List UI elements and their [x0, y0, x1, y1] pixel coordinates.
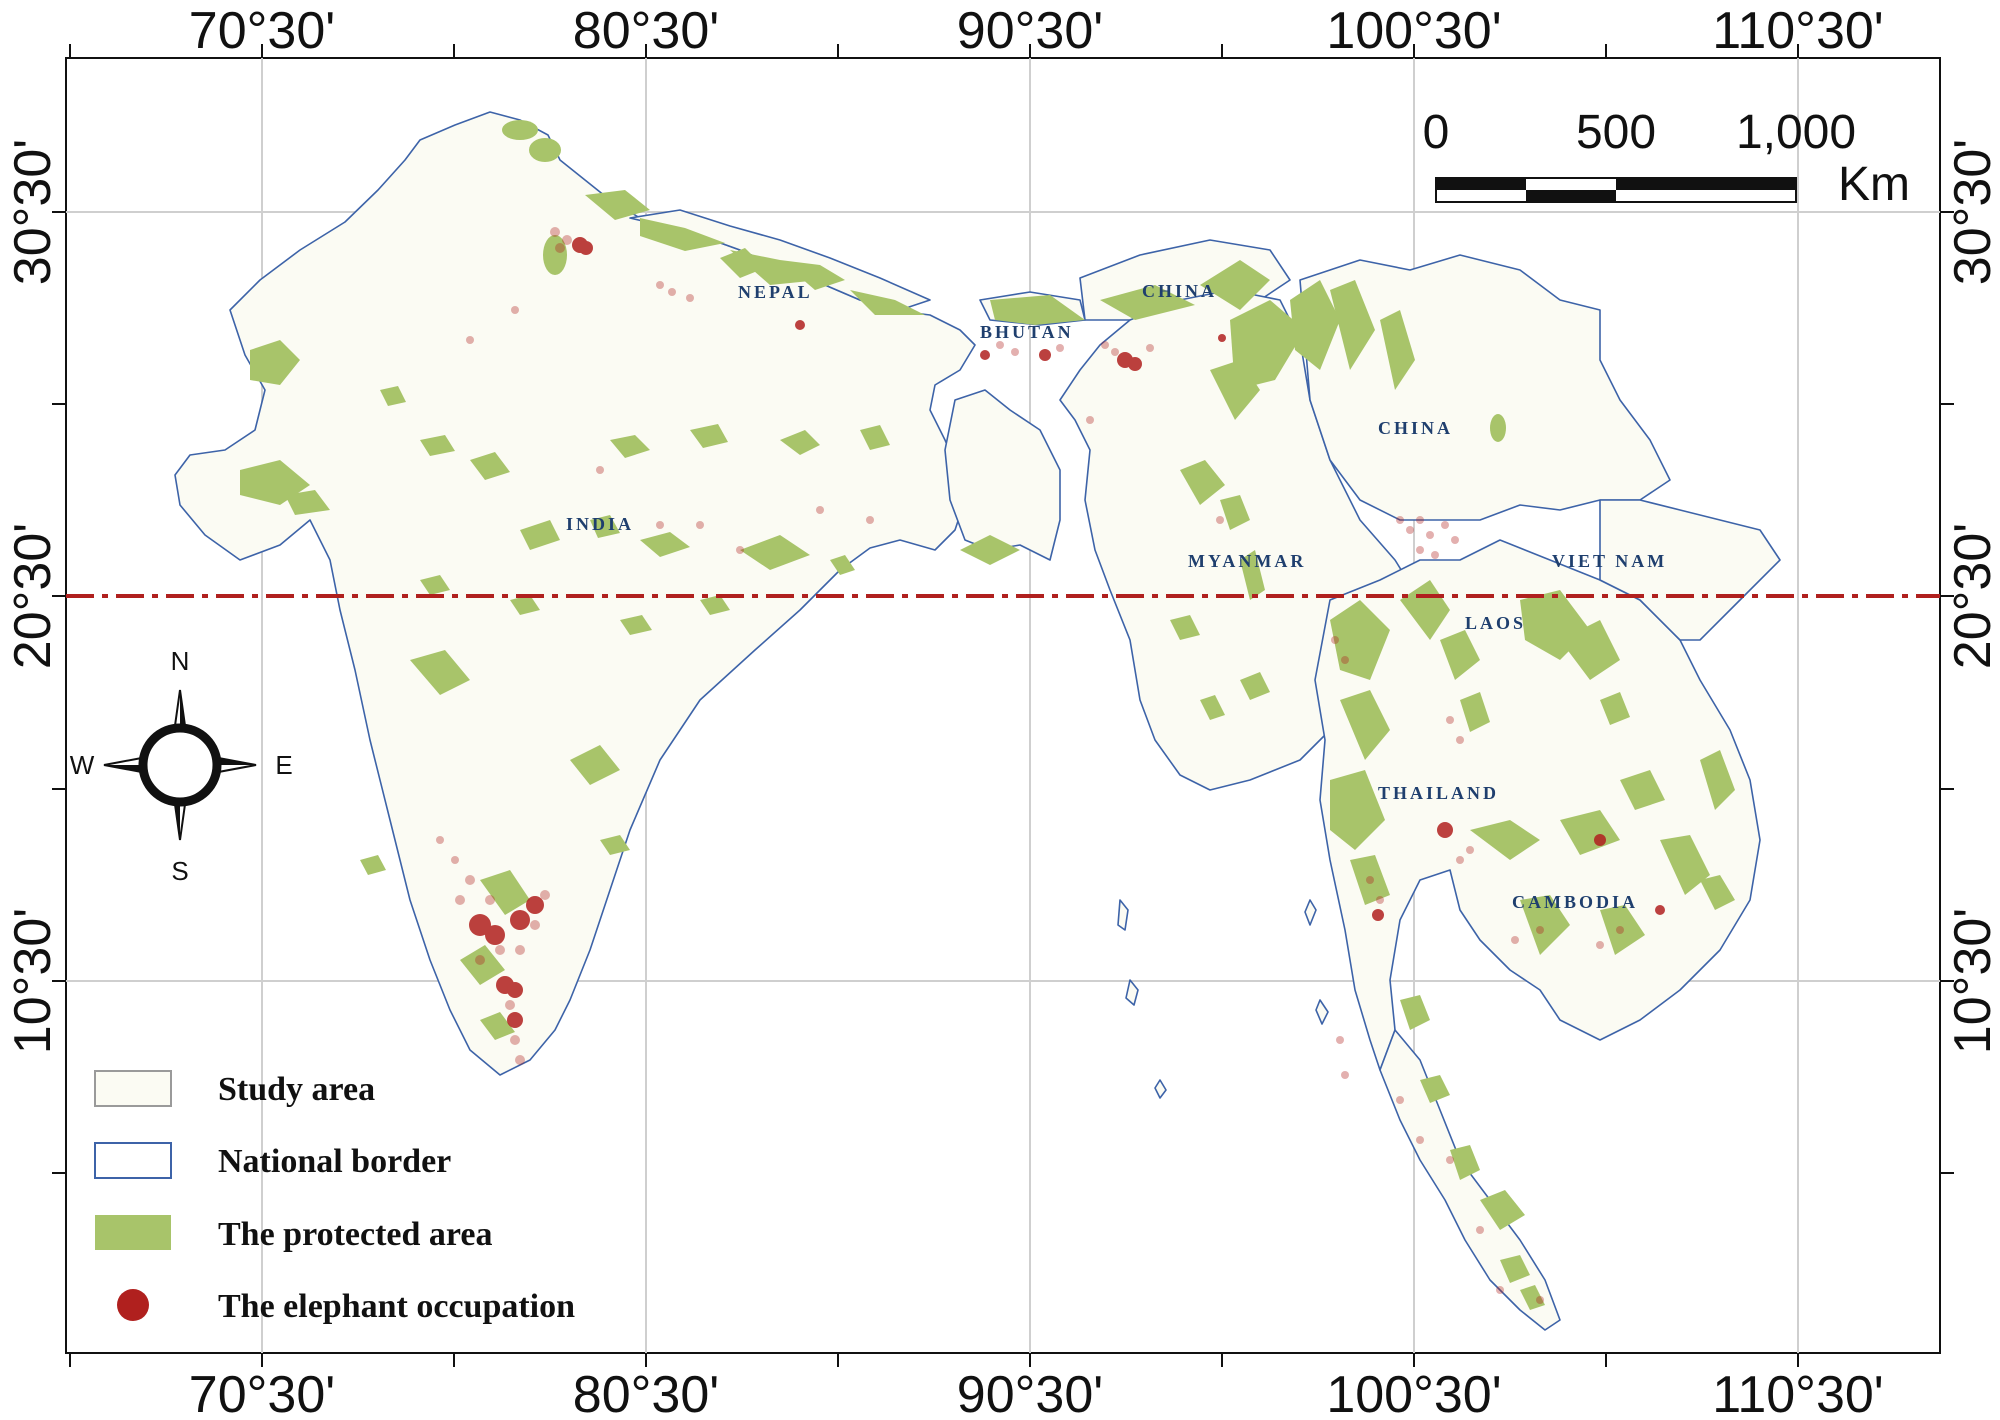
legend-swatch-study-area — [94, 1070, 172, 1107]
bottom-tick-label: 80°30' — [573, 1366, 719, 1420]
top-tick-label: 100°30' — [1326, 2, 1501, 60]
right-tick-label: 20°30' — [1944, 523, 2000, 669]
legend-label: The protected area — [218, 1216, 492, 1253]
left-tick-label: 20°30' — [4, 523, 62, 669]
andaman-islands — [1117, 899, 1167, 1099]
protected-areas — [240, 120, 1735, 1310]
scale-unit: Km — [1838, 158, 1910, 211]
country-label: INDIA — [566, 514, 634, 534]
country-label: CHINA — [1378, 418, 1453, 438]
coastal-islands — [1304, 899, 1329, 1025]
compass-ring-icon — [138, 723, 222, 807]
compass-north-label: N — [171, 646, 190, 676]
country-label: BHUTAN — [980, 322, 1074, 342]
bottom-tick-label: 110°30' — [1712, 1366, 1883, 1420]
right-tick-label: 30°30' — [1944, 139, 2000, 285]
compass-rose: N S W E — [70, 646, 293, 886]
country-label: CHINA — [1142, 281, 1217, 301]
left-tick-label: 30°30' — [4, 139, 62, 285]
bangladesh-landmass — [944, 389, 1061, 561]
bottom-tick-label: 70°30' — [189, 1366, 335, 1420]
scale-bar: 0 500 1,000 Km — [1423, 106, 1910, 211]
compass-south-label: S — [171, 856, 188, 886]
legend-swatch-protected-area — [95, 1215, 171, 1250]
left-tick-label: 10°30' — [4, 908, 62, 1054]
scale-label: 1,000 — [1736, 106, 1856, 159]
scale-label: 500 — [1576, 106, 1656, 159]
scale-label: 0 — [1423, 106, 1450, 159]
bottom-tick-label: 90°30' — [957, 1366, 1103, 1420]
elephant-occupation-points — [436, 227, 1665, 1304]
top-tick-label: 80°30' — [573, 2, 719, 60]
right-tick-label: 10°30' — [1944, 908, 2000, 1054]
legend-swatch-national-border — [94, 1142, 172, 1179]
country-label: NEPAL — [738, 282, 813, 302]
country-label: LAOS — [1465, 613, 1526, 633]
legend-swatch-elephant-occupation — [117, 1289, 149, 1321]
country-label: THAILAND — [1378, 783, 1499, 803]
legend-label: The elephant occupation — [218, 1288, 575, 1325]
country-label: CAMBODIA — [1512, 892, 1638, 912]
frame-ticks — [52, 44, 1954, 1367]
legend-label: Study area — [218, 1071, 375, 1108]
country-label: VIET NAM — [1552, 551, 1667, 571]
top-tick-label: 70°30' — [189, 2, 335, 60]
legend: Study area National border The protected… — [94, 1070, 575, 1325]
top-tick-label: 90°30' — [957, 2, 1103, 60]
compass-west-label: W — [70, 750, 95, 780]
compass-east-label: E — [275, 750, 292, 780]
top-tick-label: 110°30' — [1712, 2, 1883, 60]
bottom-tick-label: 100°30' — [1326, 1366, 1501, 1420]
legend-label: National border — [218, 1143, 451, 1180]
country-label: MYANMAR — [1188, 551, 1306, 571]
